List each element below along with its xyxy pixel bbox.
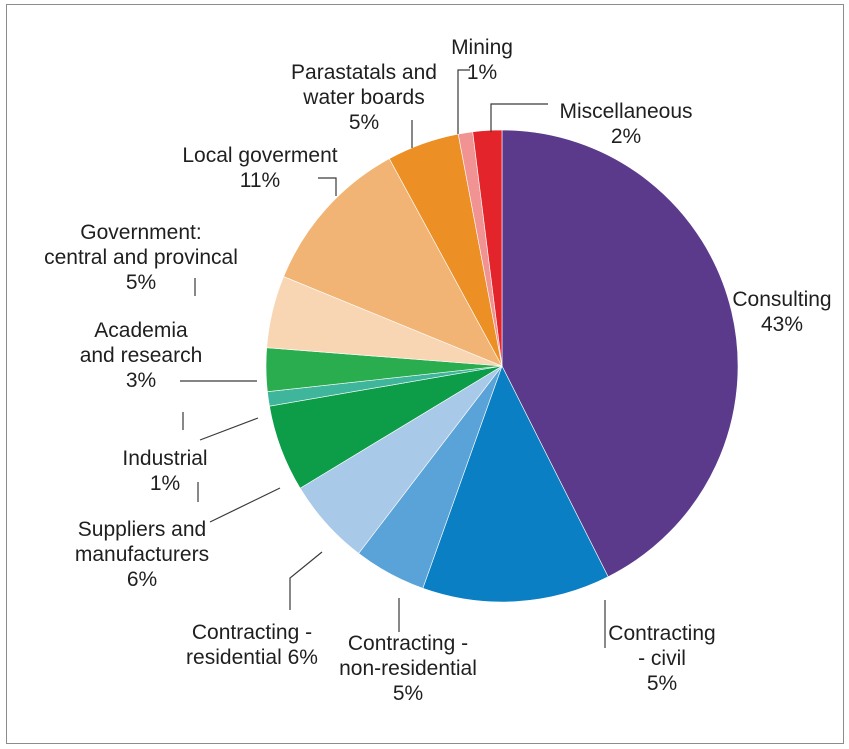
label-mining: Mining 1% — [451, 36, 513, 84]
label-line: 5% — [349, 111, 379, 134]
label-line: central and provincal — [44, 246, 238, 269]
label-consulting: Consulting 43% — [732, 288, 831, 336]
label-line: - civil — [638, 647, 686, 670]
slice-local-government — [283, 158, 503, 367]
label-academia: Academia and research 3% — [80, 319, 203, 392]
label-line: and research — [80, 344, 203, 367]
label-line: Contracting — [608, 622, 715, 645]
label-line: 5% — [647, 672, 677, 695]
leader-miscellaneous — [490, 103, 548, 132]
label-line: 5% — [126, 271, 156, 294]
label-line: Parastatals and — [291, 61, 437, 84]
leader-contracting-residential — [289, 551, 323, 610]
label-line: Miscellaneous — [559, 100, 692, 123]
label-line: 3% — [126, 369, 156, 392]
leader-academia — [180, 380, 257, 430]
leader-lines — [180, 69, 606, 648]
label-line: non-residential — [339, 657, 477, 680]
slice-consulting — [501, 129, 739, 578]
label-line: manufacturers — [75, 543, 209, 566]
slice-miscellaneous — [472, 129, 503, 367]
label-government: Government: central and provincal 5% — [44, 221, 238, 294]
label-industrial: Industrial 1% — [122, 447, 207, 495]
label-line: 2% — [611, 125, 641, 148]
label-line: Industrial — [122, 447, 207, 470]
pie-slices — [265, 129, 739, 603]
label-line: residential 6% — [186, 646, 318, 669]
label-line: 11% — [240, 169, 280, 192]
label-line: 5% — [393, 682, 423, 705]
label-contracting-non-residential: Contracting -non-residential 5% — [339, 632, 477, 705]
label-local-government: Local goverment 11% — [182, 144, 337, 192]
label-line: Academia — [94, 319, 188, 342]
label-line: Contracting - — [192, 621, 312, 644]
label-line: 6% — [127, 568, 157, 591]
label-line: Mining — [451, 36, 513, 59]
label-line: water boards — [302, 86, 424, 109]
leader-industrial — [197, 417, 259, 502]
leader-suppliers — [209, 487, 281, 523]
slice-contracting-civil — [422, 365, 609, 603]
leader-local-government — [318, 177, 337, 196]
label-contracting-residential: Contracting -residential 6% — [186, 621, 318, 669]
leader-mining — [457, 69, 470, 134]
label-line: Government: — [80, 221, 201, 244]
label-line: 43% — [761, 313, 803, 336]
label-parastatals: Parastatals and water boards 5% — [291, 61, 437, 134]
label-line: Local goverment — [182, 144, 337, 167]
label-suppliers: Suppliers and manufacturers 6% — [75, 518, 209, 591]
label-line: Contracting - — [348, 632, 468, 655]
label-line: 1% — [150, 472, 180, 495]
label-line: Consulting — [732, 288, 831, 311]
slice-labels: Consulting 43% Contracting - civil 5% Contr… — [44, 36, 832, 705]
label-line: Suppliers and — [78, 518, 206, 541]
label-miscellaneous: Miscellaneous 2% — [559, 100, 692, 148]
label-line: 1% — [467, 61, 497, 84]
label-contracting-civil: Contracting - civil 5% — [608, 622, 715, 695]
